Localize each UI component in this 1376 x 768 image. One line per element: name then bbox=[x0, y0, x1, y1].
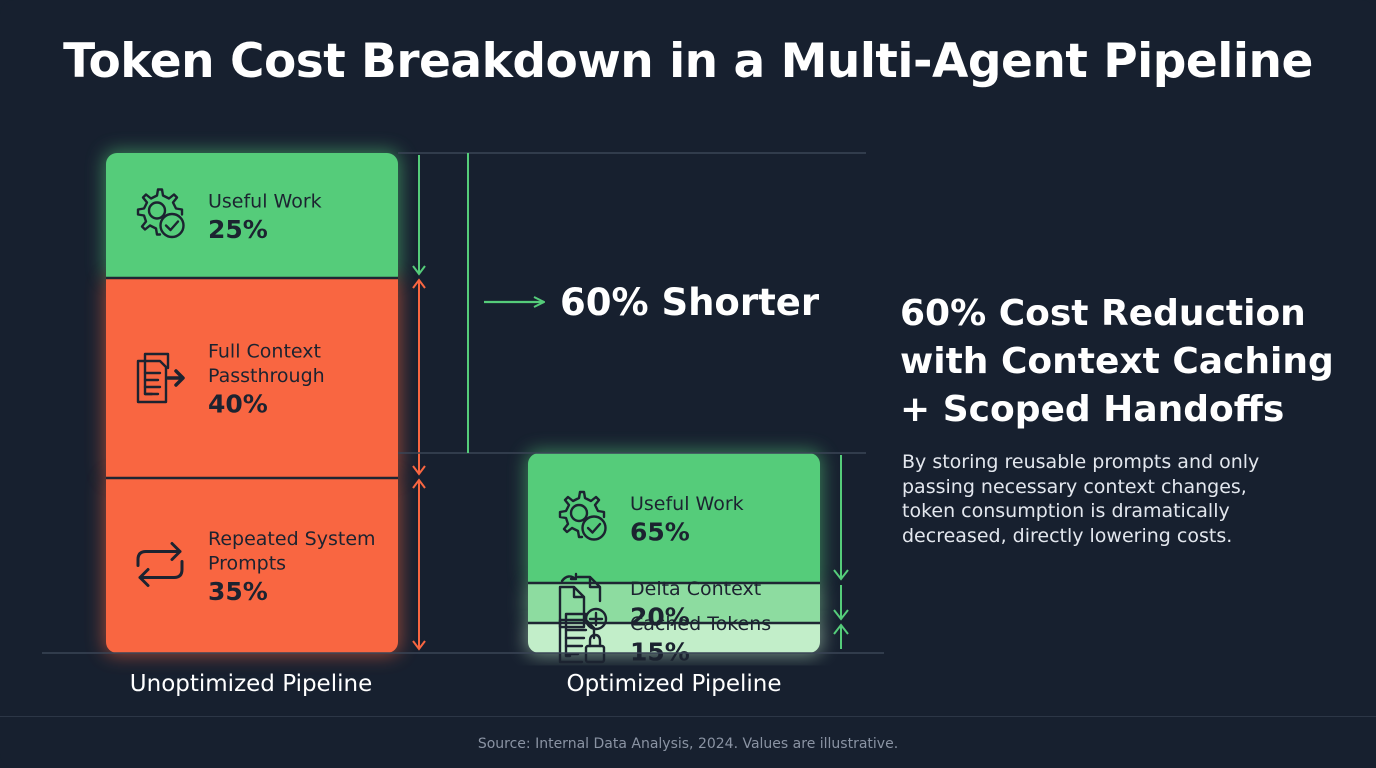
category-label: Unoptimized Pipeline bbox=[130, 671, 372, 697]
bar-segment bbox=[528, 453, 820, 583]
segment-value-label: 35% bbox=[208, 577, 268, 606]
headline-line: 60% Cost Reduction bbox=[900, 293, 1306, 334]
headline-line: with Context Caching bbox=[900, 341, 1334, 382]
document-lock-icon bbox=[558, 612, 606, 664]
source-note: Source: Internal Data Analysis, 2024. Va… bbox=[477, 736, 899, 752]
bar-segment bbox=[106, 278, 398, 478]
measure-arrowhead bbox=[412, 478, 426, 489]
measure-arrowhead bbox=[412, 278, 426, 289]
description-line: token consumption is dramatically bbox=[902, 500, 1230, 522]
document-forward-icon bbox=[136, 352, 185, 404]
bar-segment bbox=[106, 153, 398, 278]
segment-label: Full Context bbox=[208, 341, 321, 363]
segment-label: Repeated System bbox=[208, 528, 376, 550]
footer-divider bbox=[0, 716, 1376, 717]
segment-label: Delta Context bbox=[630, 578, 761, 600]
measure-arrowhead bbox=[833, 623, 849, 635]
segment-value-label: 25% bbox=[208, 215, 268, 244]
segment-value-label: 20% bbox=[630, 602, 690, 631]
segment-value-label: 65% bbox=[630, 517, 690, 546]
gear-check-icon bbox=[136, 188, 185, 239]
description: By storing reusable prompts and only pas… bbox=[902, 450, 1352, 548]
repeat-arrows-icon bbox=[136, 542, 184, 587]
measure-arrowhead bbox=[412, 265, 426, 276]
description-line: decreased, directly lowering costs. bbox=[902, 524, 1233, 547]
description-line: By storing reusable prompts and only bbox=[902, 451, 1260, 473]
headline: 60% Cost Reduction with Context Caching … bbox=[900, 290, 1360, 434]
category-label: Optimized Pipeline bbox=[566, 671, 781, 697]
chart-title: Token Cost Breakdown in a Multi-Agent Pi… bbox=[63, 34, 1313, 89]
measure-arrowhead bbox=[833, 569, 849, 581]
segment-value-label: 15% bbox=[630, 637, 690, 666]
segment-label: Prompts bbox=[208, 553, 286, 575]
description-line: passing necessary context changes, bbox=[902, 475, 1247, 498]
segment-label: Cached Tokens bbox=[630, 613, 771, 635]
segment-value-label: 40% bbox=[208, 390, 268, 419]
measure-arrowhead bbox=[412, 640, 426, 651]
headline-line: + Scoped Handoffs bbox=[900, 389, 1285, 430]
bar-segment bbox=[106, 478, 398, 653]
measure-arrowhead bbox=[833, 609, 849, 621]
measure-arrowhead bbox=[412, 465, 426, 476]
gear-check-icon bbox=[558, 490, 607, 541]
segment-label: Useful Work bbox=[630, 493, 744, 515]
difference-label: 60% Shorter bbox=[560, 281, 820, 324]
segment-label: Passthrough bbox=[208, 365, 325, 387]
segment-label: Useful Work bbox=[208, 190, 322, 212]
